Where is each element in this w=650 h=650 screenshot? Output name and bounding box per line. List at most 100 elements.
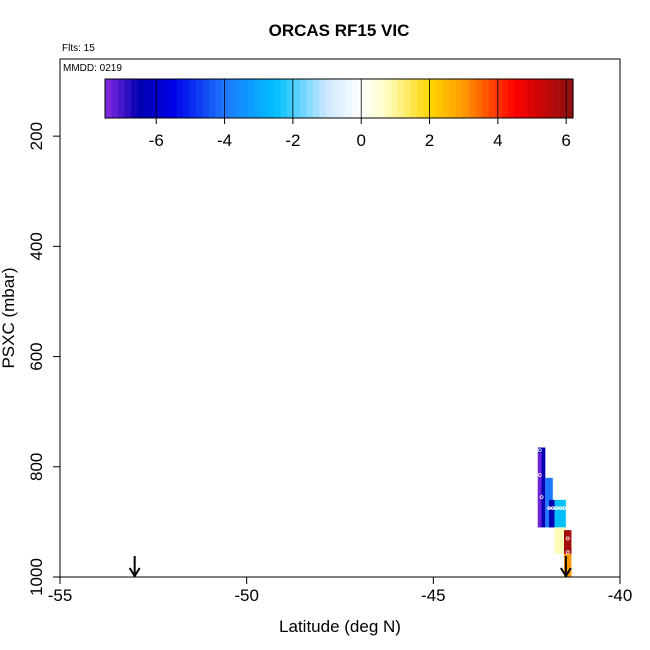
track-point xyxy=(564,507,566,509)
colorbar-segment xyxy=(378,79,386,118)
colorbar-segment xyxy=(352,79,360,118)
track-point xyxy=(548,507,550,509)
colorbar-segment xyxy=(144,79,152,118)
colorbar-segment xyxy=(170,79,178,118)
colorbar-segment xyxy=(404,79,412,118)
arrow-head xyxy=(128,567,141,578)
colorbar-tick-label: 2 xyxy=(425,131,434,150)
colorbar-segment xyxy=(248,79,256,118)
colorbar-segment xyxy=(436,79,444,118)
colorbar-segment xyxy=(501,79,509,118)
colorbar-segment xyxy=(495,79,503,118)
y-tick-label: 1000 xyxy=(27,558,46,596)
colorbar-segment xyxy=(241,79,249,118)
colorbar-segment xyxy=(423,79,431,118)
colorbar-segment xyxy=(209,79,217,118)
colorbar-segment xyxy=(417,79,425,118)
track-point xyxy=(558,507,560,509)
colorbar-segment xyxy=(482,79,490,118)
colorbar-segment xyxy=(514,79,522,118)
y-tick-label: 400 xyxy=(27,232,46,260)
colorbar-segment xyxy=(358,79,366,118)
colorbar-segment xyxy=(183,79,191,118)
colorbar-segment xyxy=(111,79,119,118)
colorbar-tick-label: 4 xyxy=(493,131,502,150)
x-tick-label: -40 xyxy=(608,586,633,605)
colorbar-segment xyxy=(254,79,262,118)
flights-label: Flts: 15 xyxy=(62,43,95,54)
colorbar-segment xyxy=(397,79,405,118)
colorbar-segment xyxy=(313,79,321,118)
colorbar-segment xyxy=(534,79,542,118)
colorbar-segment xyxy=(261,79,269,118)
colorbar-segment xyxy=(228,79,236,118)
mmdd-label: MMDD: 0219 xyxy=(63,63,122,74)
colorbar-segment xyxy=(384,79,392,118)
y-tick-label: 200 xyxy=(27,122,46,150)
colorbar-segment xyxy=(469,79,477,118)
colorbar-segment xyxy=(293,79,301,118)
colorbar-segment xyxy=(332,79,340,118)
track-point xyxy=(566,507,568,509)
track-point xyxy=(552,507,554,509)
data-cells xyxy=(537,447,572,577)
track-point xyxy=(556,507,558,509)
y-tick-label: 600 xyxy=(27,342,46,370)
colorbar-segment xyxy=(215,79,223,118)
y-axis-label: PSXC (mbar) xyxy=(0,267,18,368)
track-point xyxy=(562,507,564,509)
colorbar-segment xyxy=(339,79,347,118)
colorbar-segment xyxy=(371,79,379,118)
track-point xyxy=(537,473,542,477)
colorbar-segment xyxy=(280,79,288,118)
colorbar-segment xyxy=(189,79,197,118)
track-point xyxy=(568,507,570,509)
y-axis: 200 400 600 800 1000 xyxy=(27,122,60,596)
colorbar-segment xyxy=(326,79,334,118)
data-cell xyxy=(554,527,566,554)
track-point xyxy=(565,536,570,541)
colorbar-segment xyxy=(560,79,568,118)
flight-track xyxy=(537,448,572,555)
colorbar-segment xyxy=(300,79,308,118)
colorbar-segment xyxy=(475,79,483,118)
colorbar-segment xyxy=(508,79,516,118)
colorbar-frame xyxy=(104,78,574,119)
colorbar-tick-label: 6 xyxy=(561,131,570,150)
x-tick-label: -45 xyxy=(421,586,446,605)
colorbar-segment xyxy=(176,79,184,118)
colorbar-segment xyxy=(196,79,204,118)
colorbar: -6 -4 -2 0 2 4 6 xyxy=(104,78,574,150)
colorbar-segment xyxy=(566,79,574,118)
arrows xyxy=(128,556,572,578)
colorbar-segment xyxy=(547,79,555,118)
colorbar-segment xyxy=(163,79,171,118)
colorbar-segment xyxy=(118,79,126,118)
x-axis: -55 -50 -45 -40 xyxy=(48,577,633,605)
track-point xyxy=(560,507,562,509)
colorbar-segment xyxy=(391,79,399,118)
colorbar-segment xyxy=(222,79,230,118)
track-point xyxy=(554,507,556,509)
colorbar-segment xyxy=(449,79,457,118)
arrow-head xyxy=(560,567,572,578)
colorbar-segment xyxy=(521,79,529,118)
colorbar-segment xyxy=(365,79,373,118)
data-cell xyxy=(564,553,572,577)
track-point xyxy=(570,507,572,509)
data-cell xyxy=(554,499,566,528)
colorbar-segment xyxy=(150,79,158,118)
colorbar-segment xyxy=(540,79,548,118)
colorbar-tick-label: -2 xyxy=(285,131,300,150)
colorbar-segment xyxy=(124,79,132,118)
x-axis-label: Latitude (deg N) xyxy=(279,617,401,636)
colorbar-segment xyxy=(488,79,496,118)
x-tick-label: -50 xyxy=(234,586,259,605)
colorbar-segment xyxy=(553,79,561,118)
colorbar-segment xyxy=(462,79,470,118)
colorbar-segment xyxy=(274,79,282,118)
chart-title: ORCAS RF15 VIC xyxy=(269,21,410,40)
colorbar-segment xyxy=(131,79,139,118)
colorbar-tick-label: 0 xyxy=(356,131,365,150)
